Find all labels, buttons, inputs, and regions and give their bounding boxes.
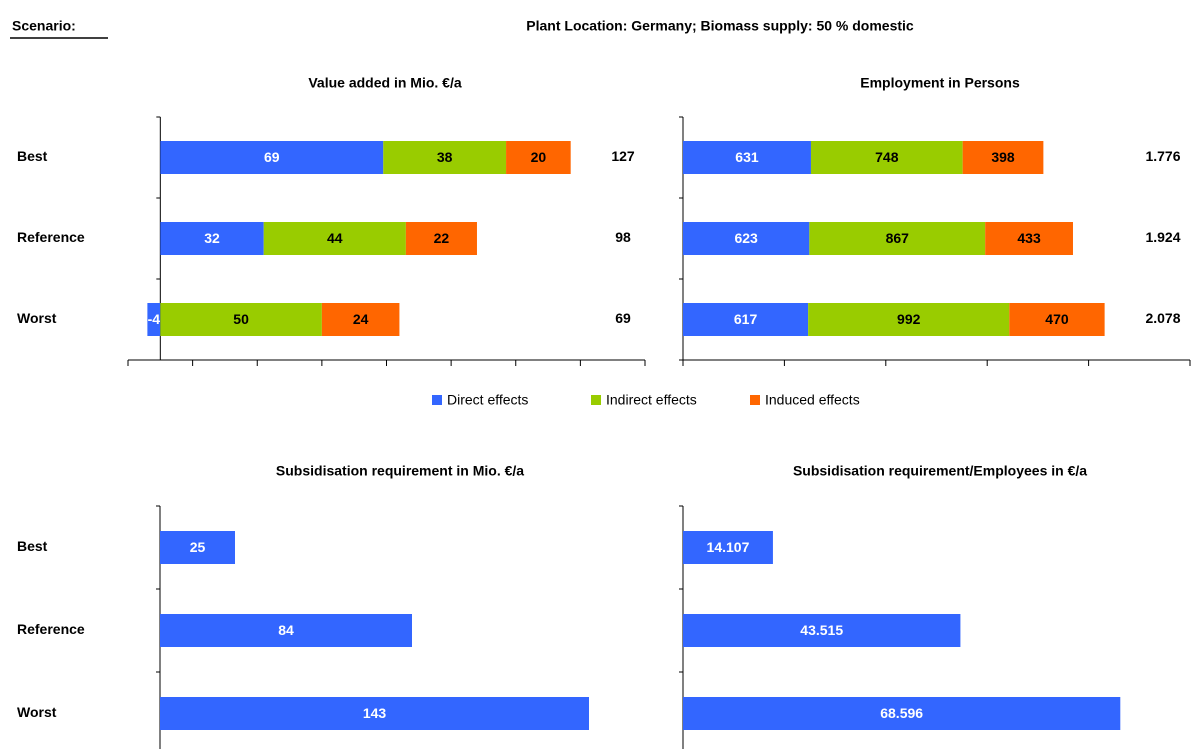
total-label: 98 [615,229,631,245]
category-label: Worst [17,704,57,720]
bar-segment [962,141,1044,174]
bar-label: 24 [353,311,369,327]
bar-segment [383,141,507,174]
category-label: Reference [17,229,85,245]
category-label: Worst [17,310,57,326]
total-label: 69 [615,310,631,326]
legend-label: Indirect effects [606,392,697,408]
chart-title: Employment in Persons [860,75,1020,91]
bar-segment [160,303,322,336]
bar-label: 84 [278,622,294,638]
bar-segment [160,697,589,730]
bar-segment [683,614,961,647]
bar-segment [506,141,571,174]
bar-label: 992 [897,311,921,327]
legend-swatch [591,395,601,405]
bar-segment [985,222,1073,255]
legend-label: Direct effects [447,392,528,408]
chart-title: Subsidisation requirement/Employees in €… [793,463,1087,479]
bar-segment [683,141,811,174]
bar-label: -4 [148,311,161,327]
category-label: Best [17,148,48,164]
bar-segment [147,303,161,336]
scenario-text: Plant Location: Germany; Biomass supply:… [526,18,914,34]
category-label: Best [17,538,48,554]
bar-segment [683,531,773,564]
bar-segment [683,222,810,255]
bar-label: 631 [735,149,759,165]
bar-label: 38 [437,149,453,165]
bar-label: 748 [875,149,899,165]
bar-label: 44 [327,230,343,246]
bar-segment [1009,303,1105,336]
bar-label: 43.515 [800,622,843,638]
legend-swatch [750,395,760,405]
bar-label: 433 [1017,230,1041,246]
bar-label: 20 [531,149,547,165]
bar-label: 143 [363,705,387,721]
chart-title: Value added in Mio. €/a [308,75,461,91]
bar-label: 398 [991,149,1015,165]
bar-segment [160,531,235,564]
bar-segment [683,697,1121,730]
bar-segment [160,141,384,174]
legend-swatch [432,395,442,405]
bar-label: 867 [886,230,910,246]
bar-label: 623 [734,230,758,246]
bar-segment [160,222,264,255]
bar-segment [160,614,412,647]
bar-label: 68.596 [880,705,923,721]
total-label: 127 [611,148,635,164]
bar-segment [809,222,986,255]
bar-segment [405,222,477,255]
bar-label: 617 [734,311,758,327]
bar-label: 25 [190,539,206,555]
bar-label: 22 [434,230,450,246]
total-label: 2.078 [1145,310,1180,326]
total-label: 1.776 [1145,148,1180,164]
bar-segment [683,303,809,336]
bar-label: 69 [264,149,280,165]
scenario-label: Scenario: [12,18,76,34]
total-label: 1.924 [1145,229,1180,245]
bar-label: 470 [1045,311,1069,327]
bar-label: 14.107 [707,539,750,555]
category-label: Reference [17,621,85,637]
bar-segment [321,303,400,336]
bar-segment [808,303,1010,336]
bar-segment [263,222,406,255]
legend-label: Induced effects [765,392,860,408]
bar-segment [810,141,963,174]
bar-label: 32 [204,230,220,246]
bar-label: 50 [233,311,249,327]
chart-title: Subsidisation requirement in Mio. €/a [276,463,524,479]
